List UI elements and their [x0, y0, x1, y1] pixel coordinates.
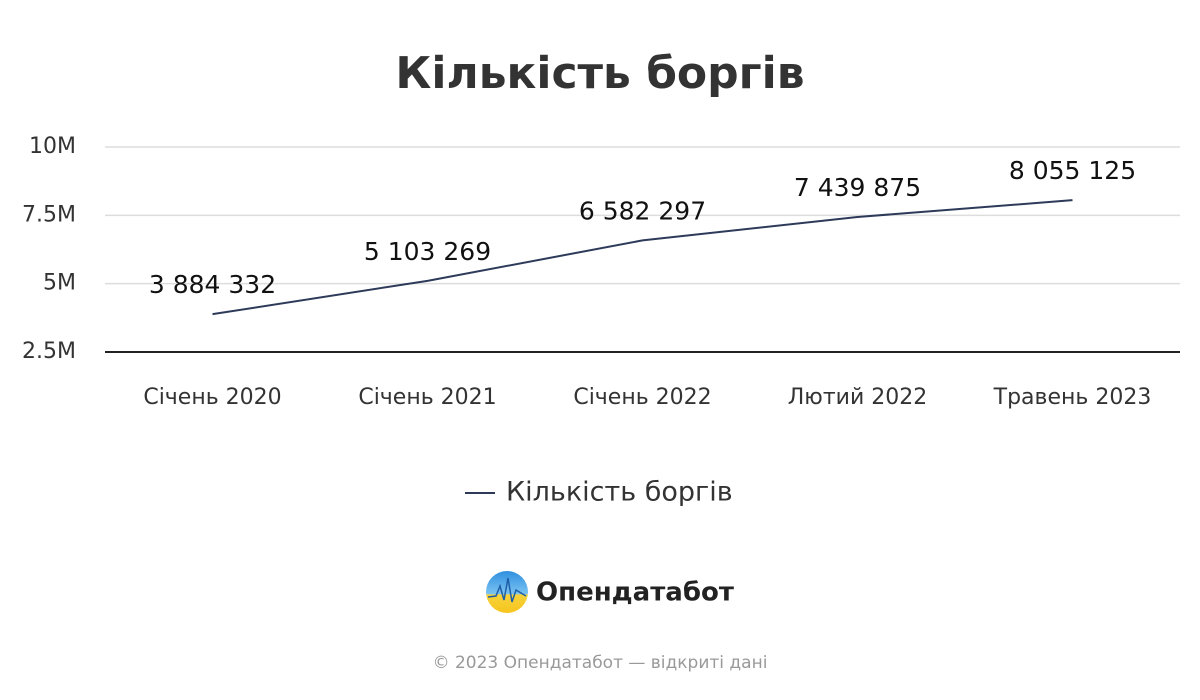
chart-title: Кількість боргів [395, 48, 804, 99]
x-tick-label: Січень 2021 [358, 385, 496, 410]
data-label: 6 582 297 [579, 196, 706, 225]
y-tick-label: 7.5M [22, 202, 76, 227]
y-tick-label: 5M [43, 271, 76, 296]
data-label: 5 103 269 [364, 237, 491, 266]
data-label: 7 439 875 [794, 173, 921, 202]
y-tick-label: 2.5M [22, 339, 76, 364]
x-tick-label: Січень 2022 [573, 385, 711, 410]
x-tick-label: Січень 2020 [143, 385, 281, 410]
logo-wave [487, 577, 527, 603]
x-tick-label: Травень 2023 [993, 385, 1152, 410]
logo-text: Опендатабот [536, 578, 734, 608]
series-line [212, 199, 1073, 316]
footer: © 2023 Опендатабот — відкриті дані [433, 653, 768, 673]
data-label: 3 884 332 [149, 270, 276, 299]
y-tick-label: 10M [29, 134, 76, 159]
legend-label: Кількість боргів [506, 477, 733, 508]
logo: Опендатабот [486, 571, 734, 613]
data-label: 8 055 125 [1009, 156, 1136, 185]
logo-icon [486, 571, 528, 613]
plot-area: 2.5M 5M 7.5M 10M Січень 2020 Січень 2021 Січен… [22, 134, 1180, 508]
x-tick-label: Лютий 2022 [788, 385, 927, 410]
